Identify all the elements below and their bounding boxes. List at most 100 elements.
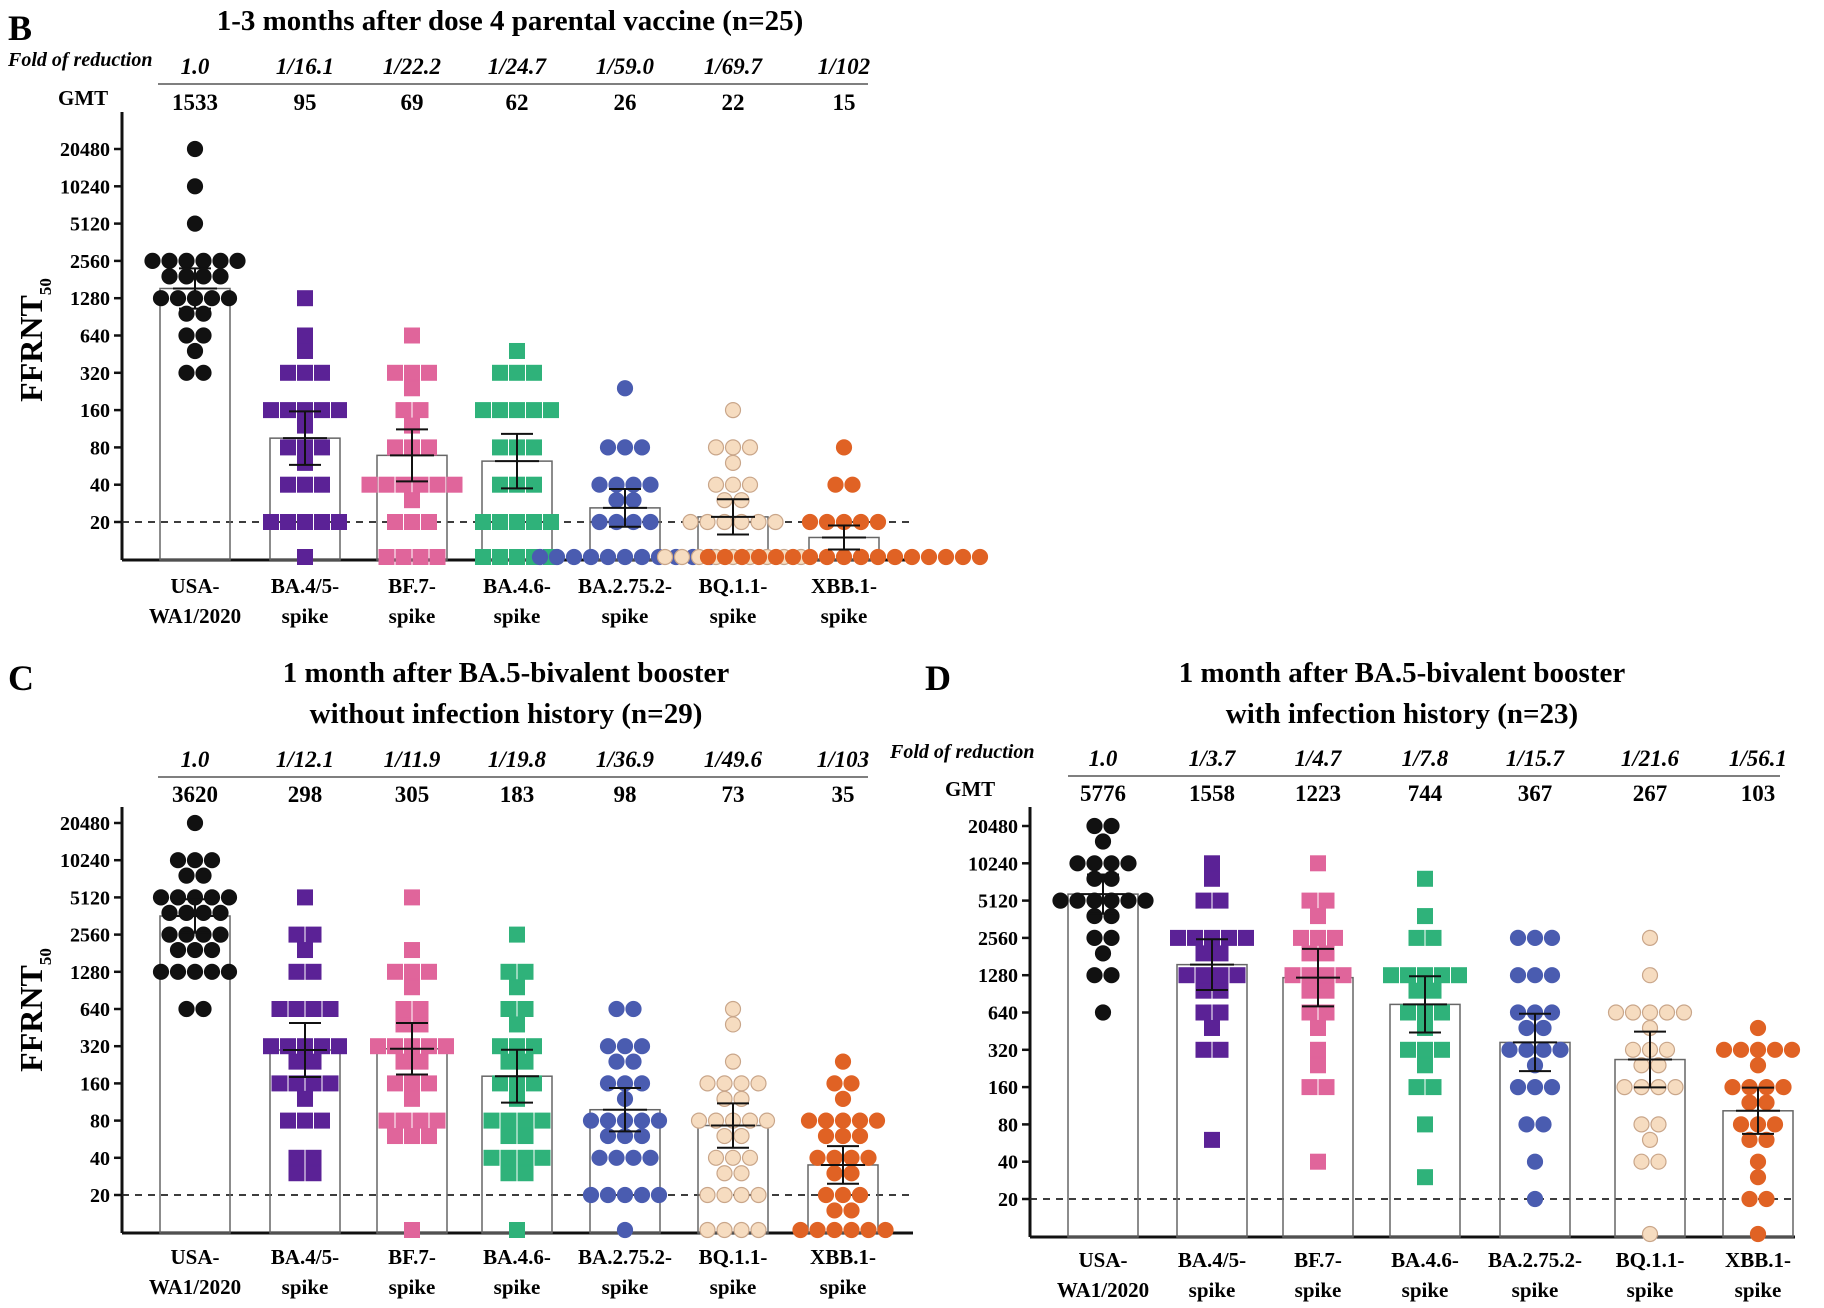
data-point	[186, 852, 204, 869]
x-tick-label: XBB.1-	[810, 1245, 876, 1269]
data-point	[1301, 1079, 1318, 1096]
data-point	[331, 1038, 347, 1055]
x-tick-label: BA.4.6-	[483, 1245, 551, 1269]
data-point	[212, 252, 229, 269]
data-point	[826, 1075, 843, 1092]
data-point	[280, 476, 296, 493]
data-point	[314, 1112, 330, 1129]
data-point	[817, 1186, 835, 1204]
gmt-bar	[1282, 976, 1354, 1238]
data-point	[297, 549, 313, 565]
x-tick-label: BF.7-	[1294, 1248, 1342, 1272]
x-tick-label: BF.7-	[388, 1245, 436, 1269]
data-point	[1103, 967, 1120, 984]
data-point	[724, 1053, 742, 1070]
data-point	[1641, 1131, 1659, 1148]
data-point	[263, 402, 279, 419]
data-point	[750, 513, 767, 531]
data-point	[826, 1202, 843, 1219]
x-tick-label: spike	[494, 1275, 541, 1299]
data-point	[1509, 1004, 1527, 1021]
data-point	[1509, 1078, 1527, 1096]
data-point	[616, 1186, 634, 1204]
data-point	[492, 1075, 508, 1092]
data-point	[1229, 967, 1246, 984]
data-point	[834, 1090, 852, 1107]
data-point	[650, 1112, 668, 1129]
data-point	[288, 1165, 305, 1182]
data-point	[1425, 1079, 1442, 1096]
x-tick-label: WA1/2020	[149, 1275, 241, 1299]
data-point	[1417, 908, 1433, 925]
fold-value: 1/69.7	[704, 54, 764, 79]
data-point	[851, 1127, 869, 1145]
data-point	[1552, 1041, 1569, 1058]
data-point	[186, 215, 204, 232]
data-point	[750, 1221, 767, 1239]
data-point	[1120, 855, 1137, 872]
data-point	[280, 364, 296, 381]
data-point	[1383, 967, 1399, 984]
data-point	[305, 926, 322, 943]
data-point	[1310, 1041, 1326, 1058]
data-point	[412, 549, 429, 565]
data-point	[750, 548, 768, 566]
data-point	[314, 1038, 330, 1055]
x-tick-label: BQ.1.1-	[699, 574, 768, 598]
data-point	[1749, 1225, 1767, 1243]
data-point	[591, 476, 608, 493]
data-point	[625, 1000, 642, 1018]
data-point	[178, 867, 195, 884]
y-tick-label: 640	[80, 999, 110, 1021]
x-tick-label: USA-	[1078, 1248, 1127, 1272]
data-point	[395, 1001, 412, 1017]
panel-d: D 1 month after BA.5-bivalent booster with…	[889, 657, 1801, 1302]
data-point	[707, 1112, 725, 1129]
data-point	[387, 1075, 403, 1092]
y-tick-label: 320	[80, 363, 110, 385]
fold-value: 1/7.8	[1402, 746, 1449, 771]
chart-title: with infection history (n=23)	[1226, 698, 1578, 730]
data-point	[792, 1221, 809, 1239]
data-point	[1318, 1079, 1335, 1096]
gmt-value: 69	[401, 90, 424, 115]
data-point	[682, 513, 699, 531]
data-point	[869, 548, 887, 566]
data-point	[1195, 945, 1212, 962]
data-point	[404, 1075, 420, 1092]
data-point	[543, 402, 559, 419]
y-tick-label: 40	[90, 475, 110, 497]
data-point	[1212, 945, 1229, 962]
data-point	[1094, 833, 1112, 850]
fold-value: 1/59.0	[596, 54, 655, 79]
data-point	[1103, 929, 1120, 947]
data-point	[954, 548, 972, 566]
x-tick-label: USA-	[170, 574, 219, 598]
data-point	[716, 1221, 733, 1239]
data-point	[1633, 1116, 1650, 1133]
data-point	[475, 514, 491, 530]
data-point	[1204, 1131, 1220, 1148]
data-point	[843, 1202, 860, 1219]
data-point	[297, 342, 313, 359]
x-tick-label: BF.7-	[388, 574, 436, 598]
data-point	[297, 327, 313, 344]
data-point	[1238, 929, 1254, 946]
data-point	[322, 1001, 339, 1017]
data-point	[616, 1038, 634, 1055]
data-point	[937, 548, 955, 566]
data-point	[509, 402, 525, 419]
data-point	[1400, 1004, 1416, 1021]
data-point	[1417, 1169, 1433, 1186]
chart-title: 1 month after BA.5-bivalent booster	[1179, 657, 1626, 689]
x-tick-label: spike	[602, 604, 649, 628]
data-point	[843, 1165, 860, 1182]
data-point	[608, 1053, 625, 1070]
data-point	[517, 1053, 534, 1070]
x-tick-label: spike	[389, 1275, 436, 1299]
data-point	[500, 1149, 517, 1166]
data-point	[1094, 945, 1112, 962]
data-point	[421, 1038, 437, 1055]
data-point	[656, 548, 674, 566]
data-point	[412, 1112, 429, 1129]
